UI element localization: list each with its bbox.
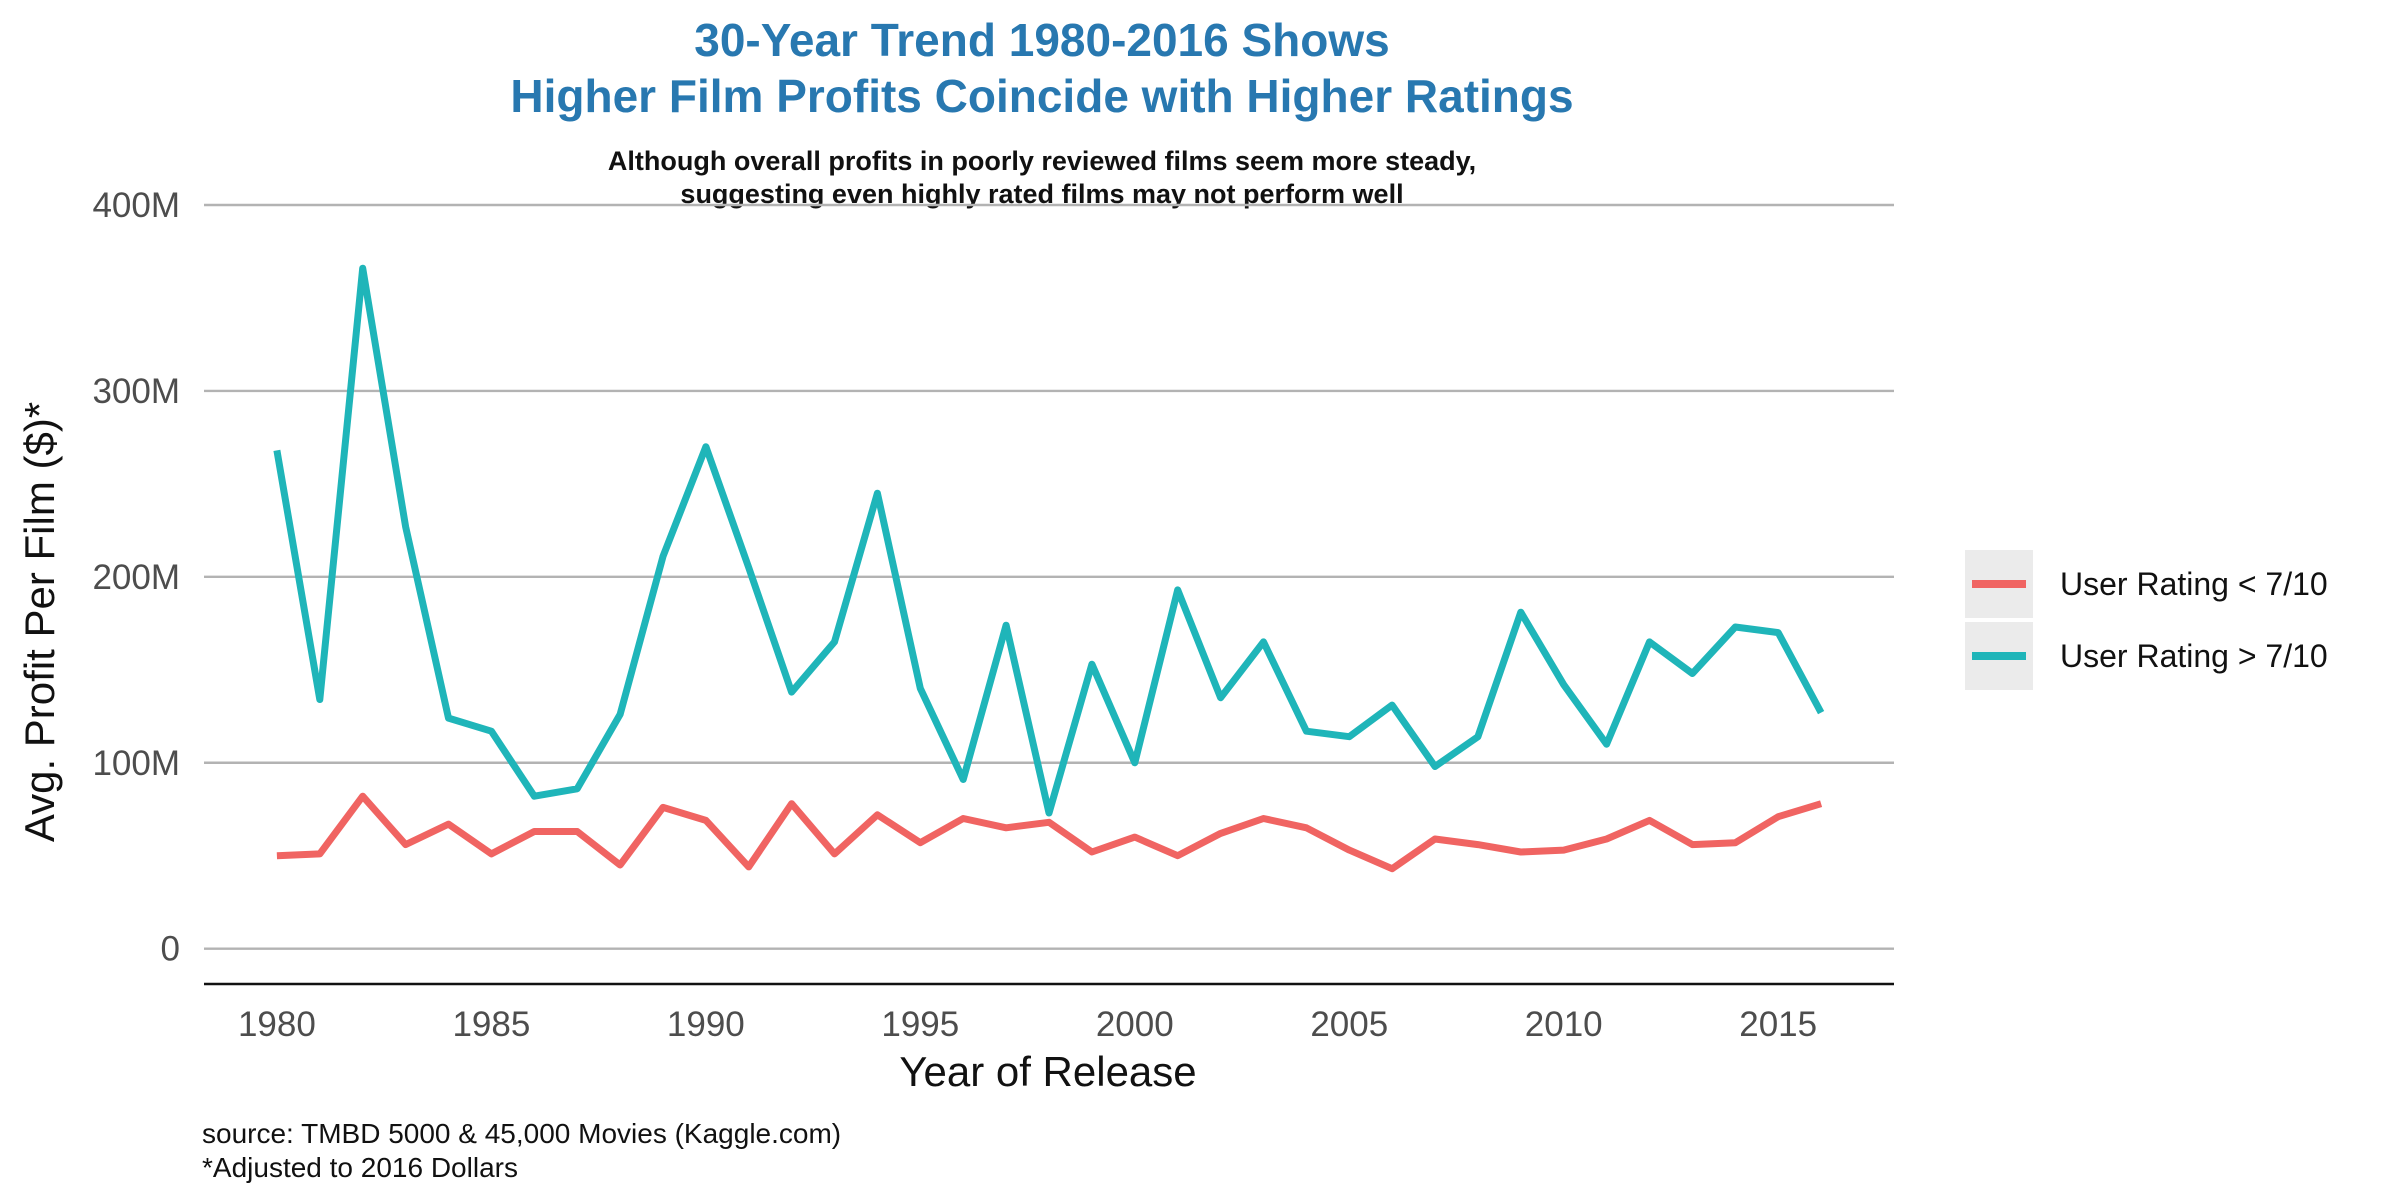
x-axis-ticks: 1980 1985 1990 1995 2000 2005 2010 2015	[238, 1005, 1817, 1044]
y-tick-label: 100M	[92, 744, 180, 783]
x-tick-label: 1990	[667, 1005, 745, 1044]
caption-note: *Adjusted to 2016 Dollars	[202, 1152, 518, 1183]
x-tick-label: 2005	[1310, 1005, 1388, 1044]
y-tick-label: 300M	[92, 372, 180, 411]
x-tick-label: 1980	[238, 1005, 316, 1044]
chart-subtitle-line-1: Although overall profits in poorly revie…	[608, 146, 1476, 176]
caption-source: source: TMBD 5000 & 45,000 Movies (Kaggl…	[202, 1118, 841, 1149]
legend-label: User Rating > 7/10	[2060, 638, 2328, 674]
y-axis-title: Avg. Profit Per Film ($)*	[16, 402, 63, 842]
legend: User Rating < 7/10 User Rating > 7/10	[1965, 550, 2328, 690]
x-axis-title: Year of Release	[899, 1048, 1196, 1095]
chart-title-line-1: 30-Year Trend 1980-2016 Shows	[694, 14, 1390, 66]
legend-label: User Rating < 7/10	[2060, 566, 2328, 602]
series-line-2	[273, 264, 1825, 817]
series-lines	[273, 264, 1825, 873]
y-tick-label: 0	[161, 930, 180, 969]
y-axis-ticks: 0 100M 200M 300M 400M	[92, 186, 180, 969]
y-tick-label: 400M	[92, 186, 180, 225]
x-tick-label: 2010	[1525, 1005, 1603, 1044]
x-tick-label: 1995	[881, 1005, 959, 1044]
x-tick-label: 2000	[1096, 1005, 1174, 1044]
x-tick-label: 2015	[1739, 1005, 1817, 1044]
series-line-1	[276, 792, 1823, 873]
x-tick-label: 1985	[452, 1005, 530, 1044]
y-tick-label: 200M	[92, 558, 180, 597]
chart-title-line-2: Higher Film Profits Coincide with Higher…	[510, 70, 1573, 122]
gridlines	[204, 203, 1894, 950]
